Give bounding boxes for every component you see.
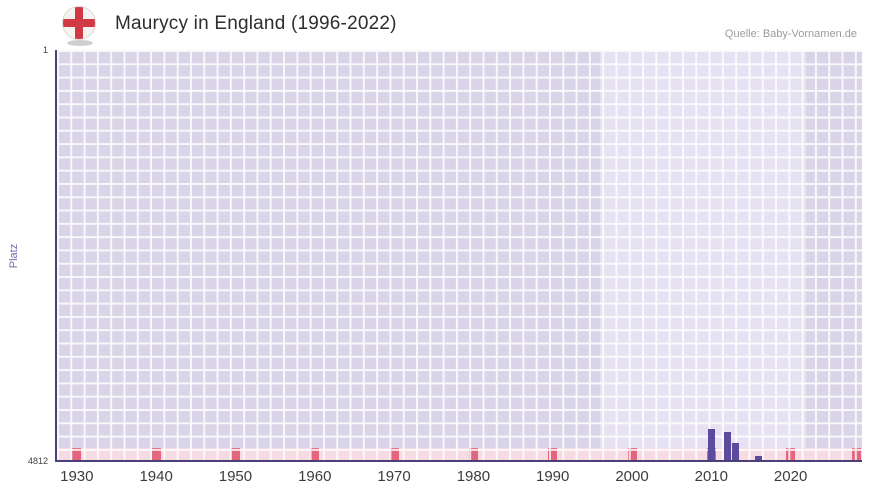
chart-title: Maurycy in England (1996-2022): [115, 13, 397, 34]
x-tick-label: 1960: [298, 468, 332, 485]
strip-tick-mark: [468, 448, 478, 460]
x-axis-ticks: 1930 1940 1950 1960 1970 1980 1990 2000 2010 2020: [57, 468, 862, 490]
x-axis-strip: [57, 448, 862, 460]
plot-area: [55, 50, 862, 462]
x-tick-label: 1970: [377, 468, 411, 485]
y-axis-max-label: 1: [42, 45, 48, 55]
x-tick-label: 2010: [694, 468, 728, 485]
strip-tick-mark: [786, 448, 796, 460]
strip-tick-mark: [627, 448, 637, 460]
bar-2010: [707, 429, 715, 460]
strip-tick-mark: [230, 448, 240, 460]
strip-tick-mark: [852, 448, 861, 460]
strip-tick-mark: [151, 448, 161, 460]
highlight-band: [600, 50, 807, 460]
y-axis-title: Platz: [8, 243, 20, 269]
x-tick-label: 1950: [218, 468, 253, 485]
x-tick-label: 1980: [456, 468, 491, 485]
x-tick-label: 1990: [536, 468, 570, 485]
x-tick-label: 2020: [773, 468, 808, 485]
source-credit: Quelle: Baby-Vornamen.de: [724, 28, 857, 40]
bar-2016: [755, 456, 763, 460]
strip-tick-mark: [389, 448, 399, 460]
bar-2013: [731, 442, 739, 460]
chart-header: Maurycy in England (1996-2022) Quelle: B…: [0, 0, 873, 48]
x-tick-label: 2000: [615, 468, 649, 485]
england-flag-icon: [58, 3, 100, 47]
bar-2012: [723, 432, 731, 460]
y-axis-min-label: 4812: [27, 456, 48, 466]
x-tick-label: 1930: [60, 468, 94, 485]
x-tick-label: 1940: [139, 468, 173, 485]
strip-tick-mark: [72, 448, 82, 460]
strip-tick-mark: [310, 448, 320, 460]
strip-tick-mark: [548, 448, 558, 460]
